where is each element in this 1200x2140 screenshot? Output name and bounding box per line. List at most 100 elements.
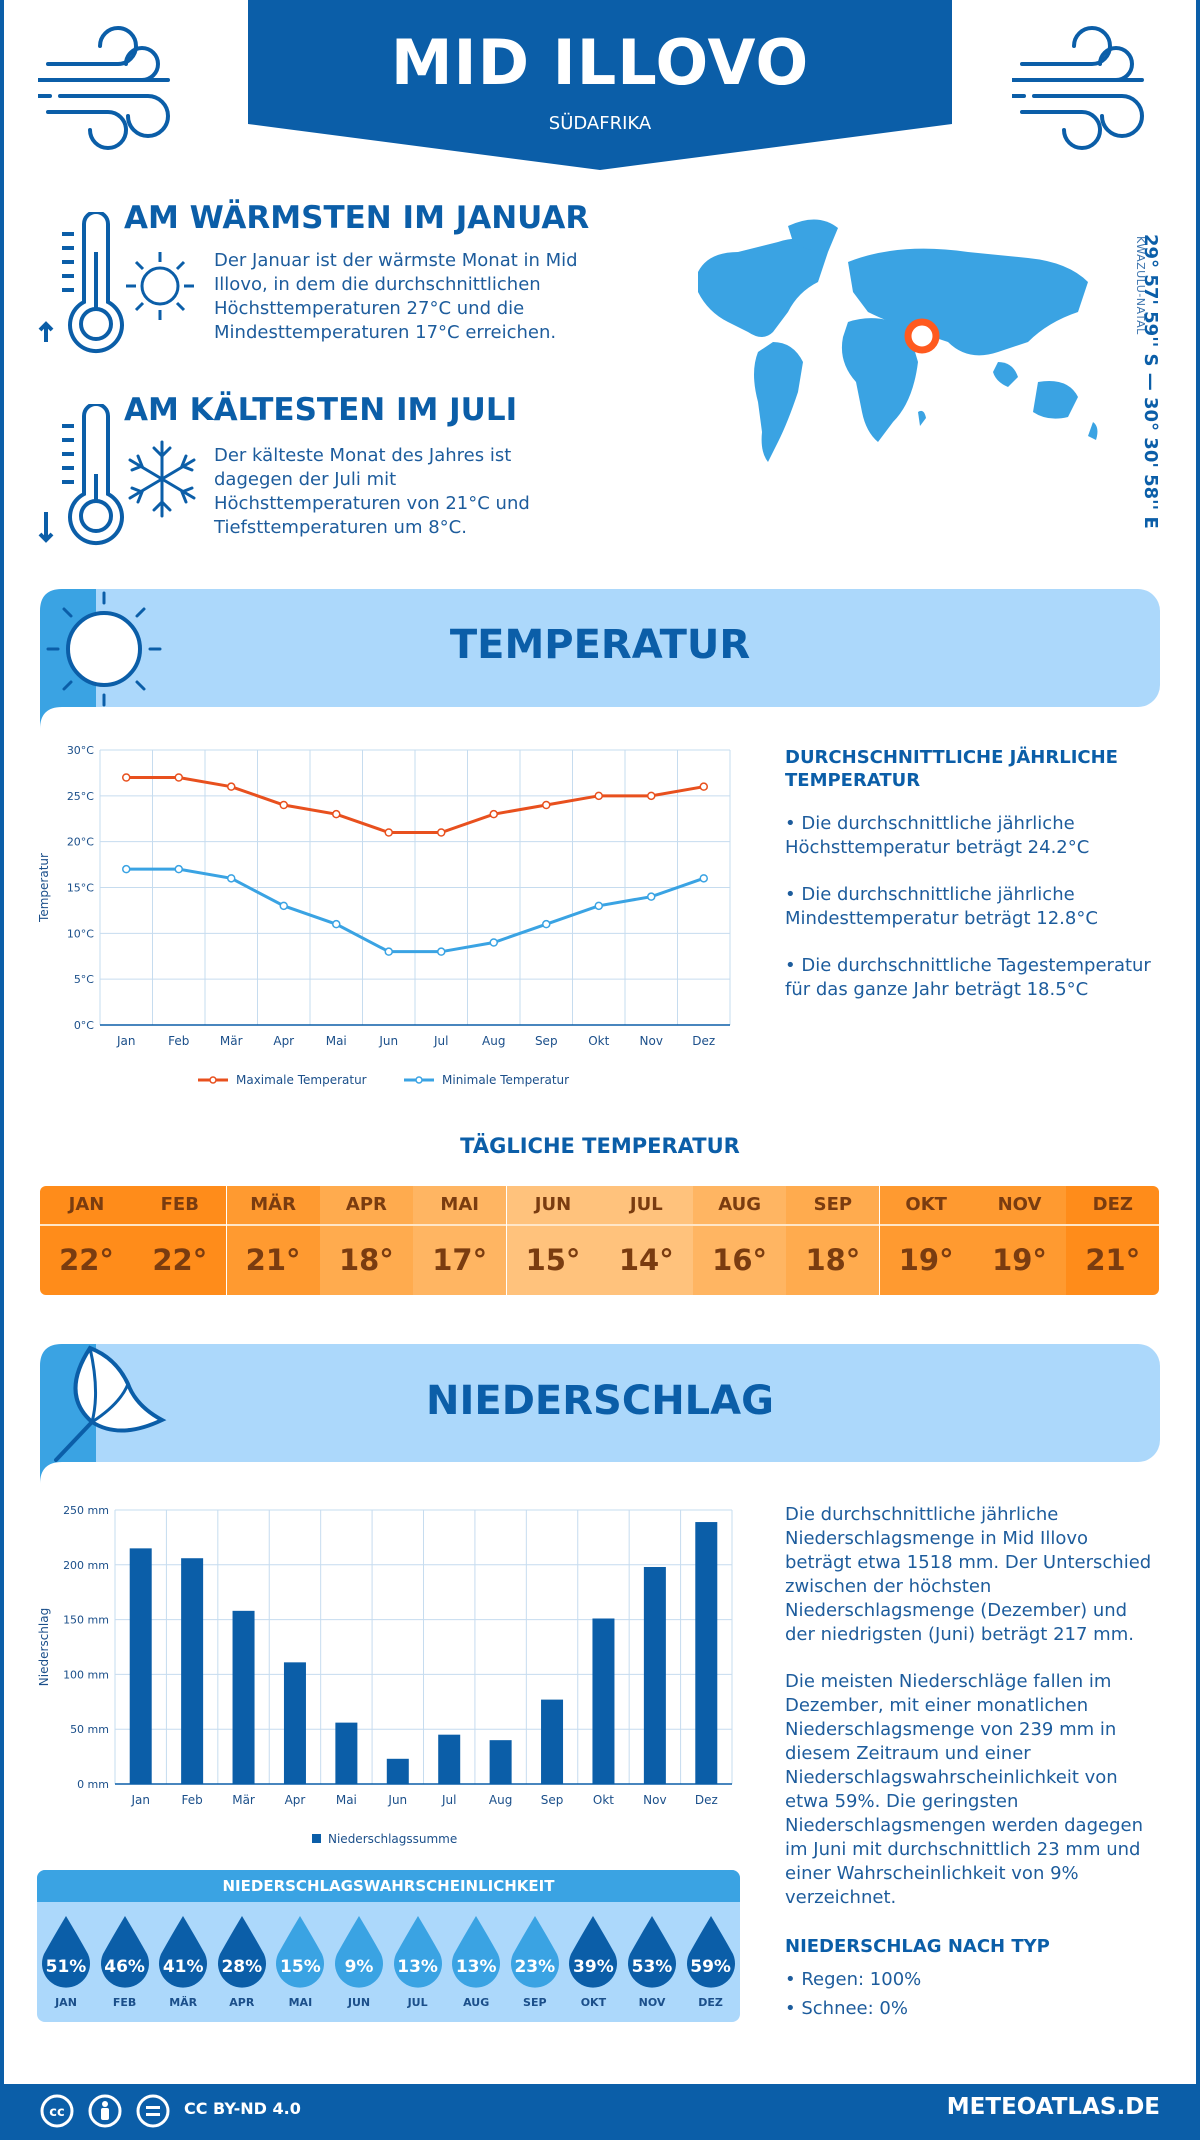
divider bbox=[226, 1224, 320, 1226]
daily-temperature-cell: APR 18° bbox=[319, 1186, 413, 1295]
coordinates: 29° 57' 59'' S — 30° 30' 58'' E bbox=[1140, 234, 1161, 529]
raindrop-icon bbox=[276, 1916, 325, 1988]
divider bbox=[319, 1224, 413, 1226]
region-label: KWAZULU-NATAL bbox=[1134, 236, 1147, 335]
y-tick-label: 50 mm bbox=[70, 1723, 109, 1736]
daily-temperature-value: 19° bbox=[973, 1226, 1066, 1295]
x-tick-label: Apr bbox=[273, 1034, 294, 1048]
data-point bbox=[227, 782, 236, 791]
probability-month: MAI bbox=[288, 1996, 313, 2009]
y-tick-label: 150 mm bbox=[63, 1614, 109, 1627]
no-derivatives-icon[interactable] bbox=[136, 2094, 170, 2128]
precipitation-text: Die durchschnittliche jährliche Niedersc… bbox=[785, 1504, 1152, 1645]
data-point bbox=[437, 947, 446, 956]
x-tick-label: Mai bbox=[326, 1034, 347, 1048]
bar bbox=[181, 1558, 204, 1784]
y-tick-label: 0 mm bbox=[77, 1778, 109, 1791]
raindrop-icon bbox=[159, 1916, 208, 1988]
probability-month: AUG bbox=[463, 1996, 490, 2009]
svg-text:cc: cc bbox=[49, 2105, 64, 2120]
x-tick-label: Nov bbox=[643, 1793, 666, 1807]
precipitation-type-item: • Schnee: 0% bbox=[785, 1998, 908, 2019]
probability-drop: 41% MÄR bbox=[155, 1914, 211, 2014]
umbrella-icon bbox=[40, 1344, 167, 1484]
y-tick-label: 10°C bbox=[67, 927, 94, 940]
title-banner bbox=[248, 0, 952, 170]
daily-temperature-cell: DEZ 21° bbox=[1066, 1186, 1160, 1295]
divider bbox=[133, 1224, 227, 1226]
series-line bbox=[126, 867, 705, 954]
x-tick-label: Sep bbox=[541, 1793, 564, 1807]
daily-month-label: APR bbox=[319, 1186, 413, 1224]
site-link[interactable]: METEOATLAS.DE bbox=[946, 2094, 1160, 2120]
license-label[interactable]: CC BY-ND 4.0 bbox=[184, 2099, 301, 2118]
probability-drop: 28% APR bbox=[214, 1914, 270, 2014]
precipitation-section-title: NIEDERSCHLAG bbox=[426, 1378, 774, 1424]
daily-temperature-cell: NOV 19° bbox=[973, 1186, 1066, 1295]
probability-month: DEZ bbox=[698, 1996, 723, 2009]
x-tick-label: Apr bbox=[285, 1793, 306, 1807]
bar bbox=[643, 1566, 666, 1784]
probability-drop: 39% OKT bbox=[565, 1914, 621, 2014]
probability-month: APR bbox=[229, 1996, 255, 2009]
attribution-icon[interactable] bbox=[88, 2094, 122, 2128]
probability-drop: 59% DEZ bbox=[683, 1914, 739, 2014]
daily-temperature-value: 22° bbox=[40, 1226, 133, 1295]
raindrop-icon bbox=[628, 1916, 676, 1988]
divider bbox=[40, 1224, 133, 1226]
y-axis-label: Temperatur bbox=[37, 853, 51, 923]
data-point bbox=[122, 773, 131, 782]
probability-value: 9% bbox=[344, 1957, 374, 1977]
daily-month-label: JUL bbox=[599, 1186, 693, 1224]
daily-temperature-value: 14° bbox=[599, 1226, 693, 1295]
coldest-text: Der kälteste Monat des Jahres ist dagege… bbox=[214, 445, 530, 538]
probability-value: 59% bbox=[690, 1957, 731, 1977]
page-title: MID ILLOVO bbox=[390, 26, 810, 99]
data-point bbox=[384, 828, 393, 837]
data-point bbox=[174, 773, 183, 782]
daily-temperature-cell: MAI 17° bbox=[413, 1186, 507, 1295]
y-tick-label: 100 mm bbox=[63, 1668, 109, 1681]
y-tick-label: 30°C bbox=[67, 744, 94, 757]
legend-label: Niederschlagssumme bbox=[328, 1832, 457, 1846]
x-tick-label: Aug bbox=[482, 1034, 505, 1048]
y-tick-label: 250 mm bbox=[63, 1504, 109, 1517]
probability-drop: 13% JUL bbox=[390, 1914, 446, 2014]
y-tick-label: 15°C bbox=[67, 882, 94, 895]
wind-icon bbox=[38, 26, 170, 150]
probability-value: 39% bbox=[573, 1957, 614, 1977]
temperature-bullet: • Die durchschnittliche jährliche Mindes… bbox=[785, 884, 1098, 929]
y-tick-label: 25°C bbox=[67, 790, 94, 803]
data-point bbox=[174, 864, 183, 874]
precipitation-section-header bbox=[40, 1344, 1160, 1462]
raindrop-icon bbox=[42, 1916, 90, 1988]
daily-temperature-cell: JUN 15° bbox=[506, 1186, 600, 1295]
probability-value: 46% bbox=[104, 1957, 145, 1977]
daily-temperature-cell: JAN 22° bbox=[40, 1186, 133, 1295]
divider bbox=[693, 1224, 787, 1226]
daily-temperature-value: 18° bbox=[319, 1226, 413, 1295]
bar bbox=[592, 1618, 615, 1784]
daily-temperature-cell: FEB 22° bbox=[133, 1186, 227, 1295]
daily-month-label: JAN bbox=[40, 1186, 133, 1224]
temperature-chart: 0°C 5°C 10°C 15°C 20°C 25°C 30°C Jan Feb Mär Apr Ma… bbox=[37, 744, 731, 1087]
daily-month-label: OKT bbox=[879, 1186, 973, 1224]
precipitation-text: Die meisten Niederschläge fallen im Deze… bbox=[785, 1671, 1143, 1908]
daily-temperature-title: TÄGLICHE TEMPERATUR bbox=[460, 1134, 740, 1158]
probability-value: 28% bbox=[221, 1957, 263, 1977]
probability-value: 23% bbox=[514, 1957, 556, 1977]
warmest-text: Der Januar ist der wärmste Monat in Mid … bbox=[214, 250, 578, 343]
probability-title: NIEDERSCHLAGSWAHRSCHEINLICHKEIT bbox=[37, 1870, 740, 1902]
data-point bbox=[542, 919, 551, 929]
x-tick-label: Jan bbox=[130, 1793, 150, 1807]
bar bbox=[335, 1722, 358, 1784]
probability-drop: 53% NOV bbox=[624, 1914, 680, 2014]
probability-drop: 23% SEP bbox=[507, 1914, 563, 2014]
precipitation-chart: 0 mm 50 mm 100 mm 150 mm 200 mm 250 mm Jan Feb M… bbox=[37, 1504, 733, 1846]
cc-icon[interactable]: cc bbox=[40, 2094, 74, 2128]
precipitation-type-item: • Regen: 100% bbox=[785, 1969, 922, 1990]
probability-value: 13% bbox=[455, 1957, 497, 1977]
wind-icon bbox=[1012, 26, 1144, 150]
daily-month-label: JUN bbox=[506, 1186, 600, 1224]
